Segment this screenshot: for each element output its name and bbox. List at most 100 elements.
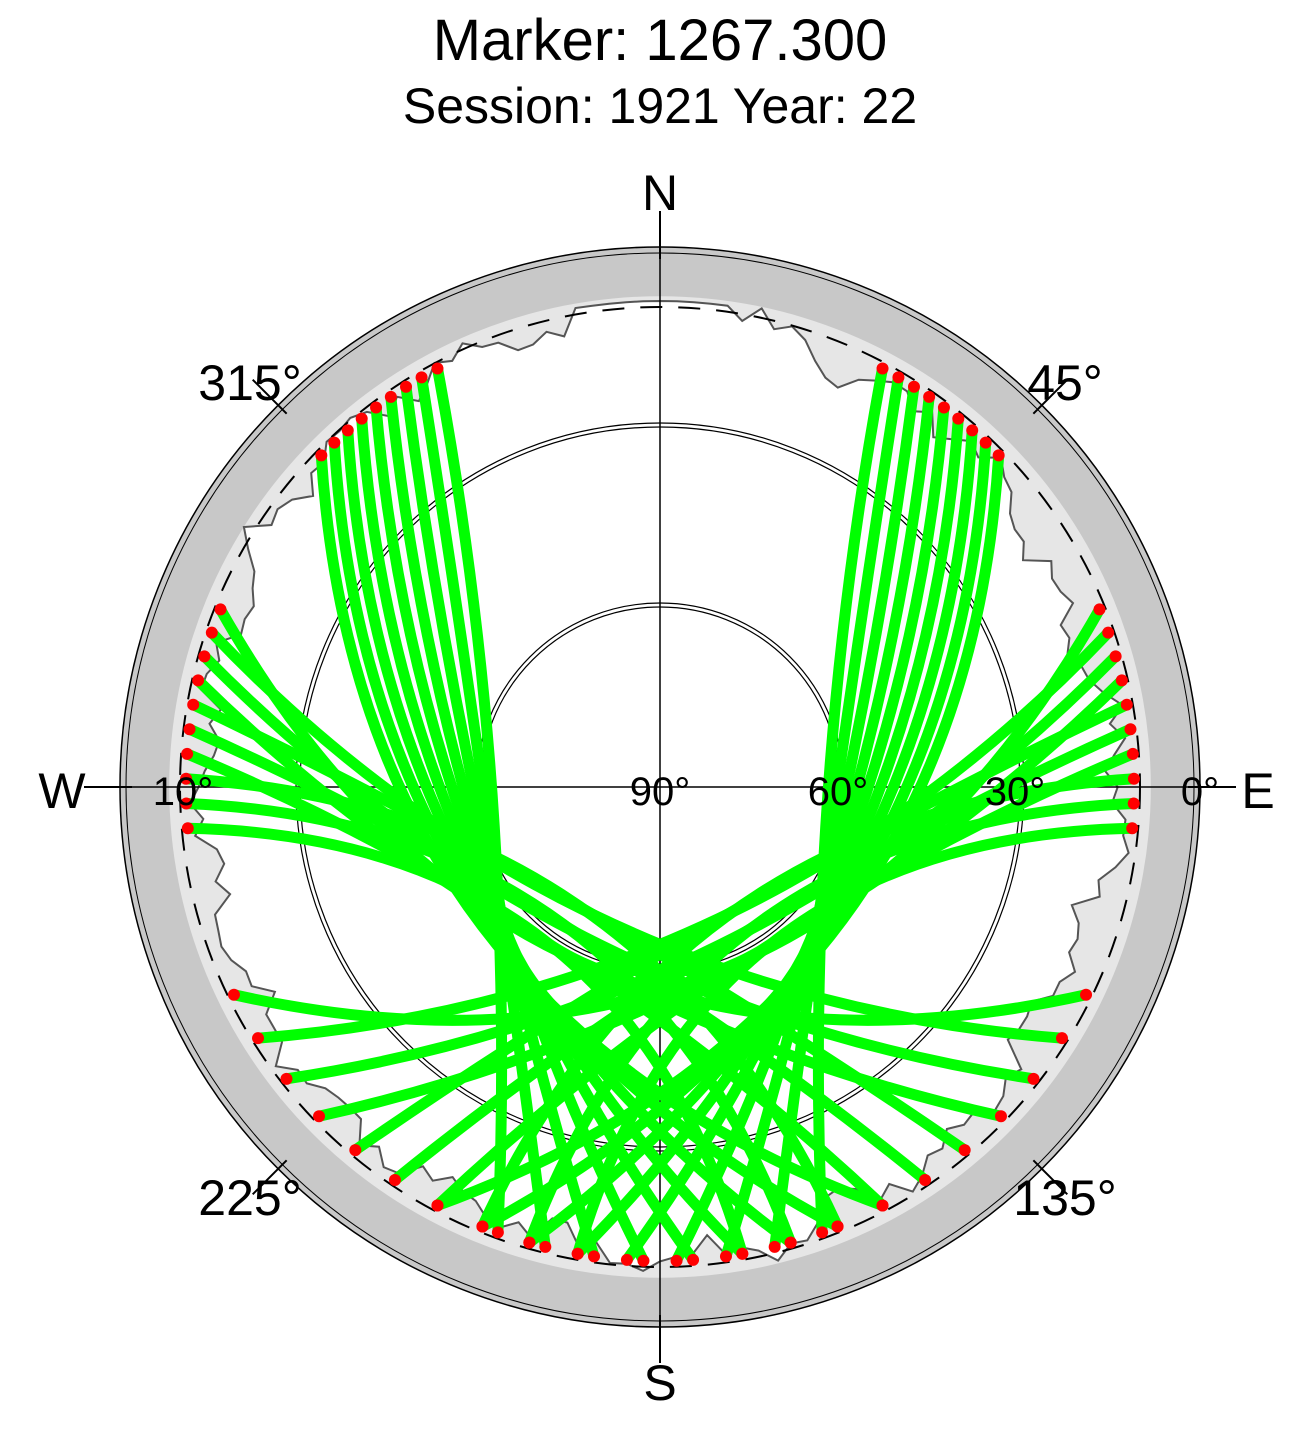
track-end-22 <box>388 1173 401 1186</box>
track-start-6 <box>966 424 979 437</box>
track-start-3 <box>923 390 936 403</box>
track-start-31 <box>181 747 194 760</box>
elevation-label-60: 60° <box>808 770 869 814</box>
track-start-25 <box>1109 650 1122 663</box>
track-start-10 <box>415 371 428 384</box>
track-0 <box>812 363 888 1238</box>
track-start-17 <box>315 449 328 462</box>
track-25 <box>281 650 1122 1085</box>
track-start-37 <box>214 603 227 616</box>
chart-title: Marker: 1267.300 <box>433 8 888 73</box>
cardinal-south: S <box>643 1355 676 1411</box>
track-9 <box>432 363 508 1238</box>
track-start-9 <box>431 362 444 375</box>
track-end-2 <box>719 1250 732 1263</box>
track-start-23 <box>1120 698 1133 711</box>
track-end-26 <box>252 1032 265 1045</box>
track-start-0 <box>876 362 889 375</box>
track-start-12 <box>384 390 397 403</box>
track-start-11 <box>400 380 413 393</box>
track-end-23 <box>349 1144 362 1157</box>
track-end-10 <box>539 1240 552 1253</box>
track-17 <box>315 449 888 1211</box>
track-start-34 <box>192 674 205 687</box>
track-end-9 <box>491 1226 504 1239</box>
cardinal-north: N <box>642 165 678 221</box>
track-end-19 <box>523 1236 536 1249</box>
track-start-28 <box>181 822 194 835</box>
track-start-29 <box>180 797 193 810</box>
track-start-8 <box>992 449 1005 462</box>
track-start-7 <box>979 436 992 449</box>
elevation-label-0: 0° <box>1181 770 1219 814</box>
track-start-22 <box>1124 723 1137 736</box>
track-end-13 <box>687 1253 700 1266</box>
track-8 <box>432 449 1005 1211</box>
track-start-21 <box>1126 747 1139 760</box>
track-end-3 <box>670 1254 683 1267</box>
azimuth-label-135: 135° <box>1013 1170 1116 1226</box>
track-start-13 <box>370 401 383 414</box>
track-end-11 <box>588 1250 601 1263</box>
track-end-31 <box>876 1199 889 1212</box>
track-end-20 <box>476 1220 489 1233</box>
track-end-1 <box>768 1240 781 1253</box>
elevation-label-10: 10° <box>153 770 214 814</box>
cardinal-east: E <box>1241 763 1274 819</box>
track-start-36 <box>205 626 218 639</box>
track-15 <box>342 424 797 1249</box>
track-end-30 <box>831 1220 844 1233</box>
track-12 <box>385 391 649 1267</box>
track-start-19 <box>1127 797 1140 810</box>
track-start-30 <box>180 772 193 785</box>
track-end-12 <box>637 1254 650 1267</box>
axis-labels: 45° 135° 225° 315° 10° 90° 60° 30° 0° <box>153 355 1219 1226</box>
track-start-18 <box>1126 822 1139 835</box>
track-start-16 <box>328 436 341 449</box>
cardinal-west: W <box>38 763 86 819</box>
track-start-1 <box>892 371 905 384</box>
azimuth-tick-315 <box>251 378 288 415</box>
track-start-35 <box>198 650 211 663</box>
track-end-24 <box>313 1110 326 1123</box>
azimuth-tick-45 <box>1032 378 1069 415</box>
track-end-29 <box>784 1236 797 1249</box>
track-start-5 <box>952 412 965 425</box>
track-start-33 <box>187 698 200 711</box>
track-end-28 <box>736 1247 749 1260</box>
track-start-15 <box>341 424 354 437</box>
track-start-2 <box>907 380 920 393</box>
track-end-34 <box>994 1110 1007 1123</box>
track-6 <box>523 424 978 1249</box>
track-start-24 <box>1115 674 1128 687</box>
satellite-tracks <box>180 363 1140 1267</box>
track-end-25 <box>280 1072 293 1085</box>
track-start-14 <box>355 412 368 425</box>
azimuth-label-225: 225° <box>198 1170 301 1226</box>
track-end-0 <box>816 1226 829 1239</box>
track-37 <box>215 603 1092 1026</box>
track-start-4 <box>937 401 950 414</box>
track-end-32 <box>919 1173 932 1186</box>
track-start-20 <box>1127 772 1140 785</box>
track-start-27 <box>1093 603 1106 616</box>
track-start-26 <box>1102 626 1115 639</box>
track-11 <box>400 381 600 1262</box>
azimuth-tick-135 <box>1032 1159 1069 1196</box>
track-end-21 <box>431 1199 444 1212</box>
track-35 <box>198 650 1039 1085</box>
elevation-label-90: 90° <box>630 770 691 814</box>
track-end-27 <box>227 988 240 1001</box>
azimuth-tick-225 <box>251 1159 288 1196</box>
track-end-4 <box>620 1253 633 1266</box>
track-endpoints <box>180 362 1140 1267</box>
track-end-33 <box>958 1144 971 1157</box>
azimuth-label-45: 45° <box>1027 355 1103 411</box>
track-end-36 <box>1055 1032 1068 1045</box>
track-27 <box>228 603 1105 1026</box>
track-end-18 <box>571 1247 584 1260</box>
elevation-label-30: 30° <box>985 770 1046 814</box>
track-2 <box>720 381 920 1262</box>
track-end-37 <box>1080 988 1093 1001</box>
